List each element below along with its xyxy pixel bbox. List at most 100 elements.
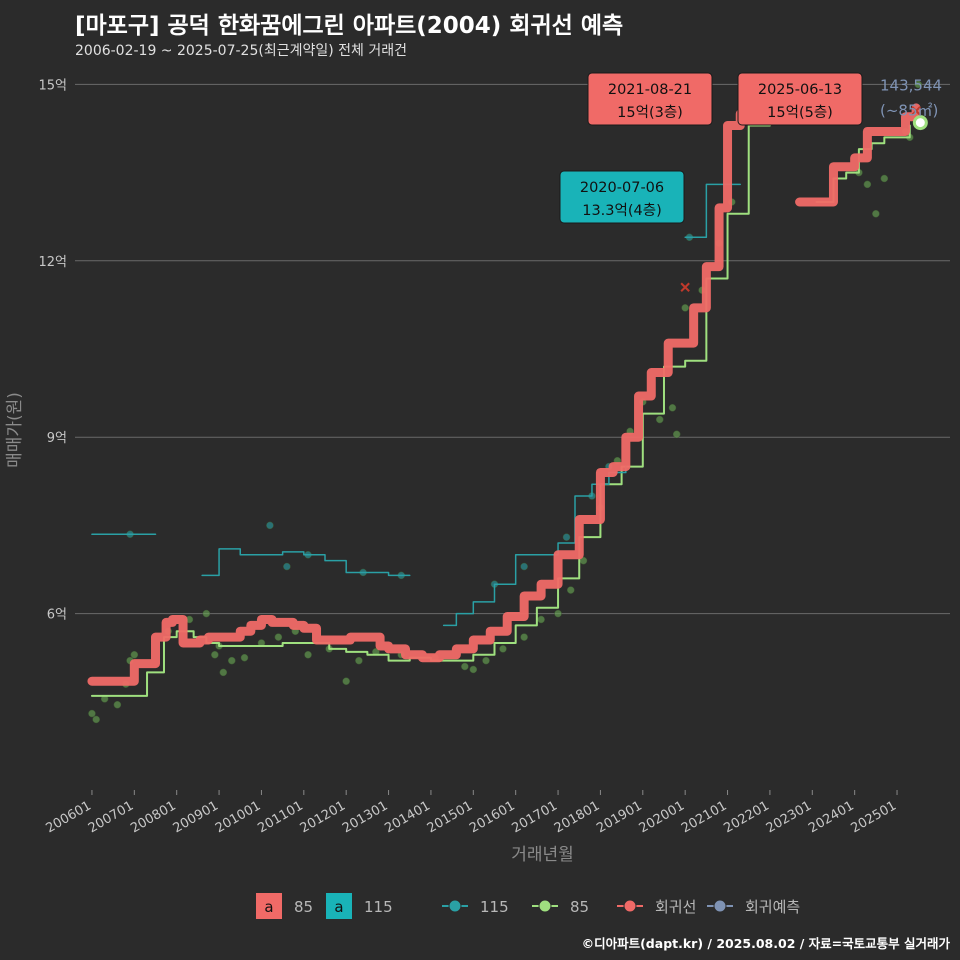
scatter-point	[266, 521, 274, 530]
scatter-point	[537, 615, 545, 624]
legend-line-dot	[448, 899, 462, 913]
prediction-area-label: (~85㎡)	[880, 101, 938, 119]
x-tick-label: 200901	[171, 798, 221, 836]
x-tick-label: 202001	[637, 798, 687, 836]
scatter-point	[672, 430, 681, 439]
x-tick-label: 202101	[679, 798, 729, 836]
prediction-value-label: 143,544	[880, 76, 942, 94]
annotation-box	[737, 72, 863, 126]
scatter-point	[283, 562, 291, 571]
annotation-price: 15억(5층)	[767, 104, 833, 121]
legend-line-dot	[713, 899, 727, 913]
highlight-marks: 143,544 (~85㎡)	[680, 76, 942, 292]
scatter-point	[342, 677, 350, 685]
scatter-point	[219, 668, 228, 677]
chart-title: [마포구] 공덕 한화꿈에그린 아파트(2004) 회귀선 예측	[75, 13, 624, 39]
annotation-date: 2025-06-13	[758, 82, 842, 98]
regression-line	[795, 103, 921, 207]
legend-fill-key	[256, 893, 282, 919]
scatter-point	[499, 645, 507, 653]
scatter-point	[562, 533, 571, 541]
x-tick-label: 200701	[86, 798, 136, 836]
legend-fill-label: 85	[294, 898, 313, 916]
legend-key-letter: a	[334, 898, 343, 916]
legend-fill-key	[326, 893, 352, 919]
y-axis-ticks: 6억 9억 12억 15억	[38, 78, 67, 622]
highlight-x-mark	[911, 106, 921, 116]
legend-fill-label: 115	[364, 898, 393, 916]
chart-subtitle: 2006-02-19 ~ 2025-07-25(최근계약일) 전체 거래건	[75, 43, 407, 59]
x-tick-label: 202401	[806, 798, 856, 836]
x-tick-label: 201001	[213, 798, 263, 836]
annotation-price: 15억(3층)	[617, 104, 683, 121]
prediction-point	[912, 115, 928, 131]
x-tick-label: 201401	[382, 798, 432, 836]
scatter-point	[228, 656, 236, 665]
scatter-point	[92, 715, 100, 724]
x-tick-label: 201301	[340, 798, 390, 836]
scatter-point	[113, 700, 122, 709]
y-tick-label: 12억	[38, 255, 67, 270]
legend-key-letter: a	[264, 898, 273, 916]
legend: a 85 a 115 115 85 회귀선 회귀예측	[256, 893, 800, 919]
legend-line-label: 회귀선	[655, 898, 696, 916]
scatter-point	[274, 633, 283, 641]
scatter-point	[130, 651, 139, 659]
x-tick-label: 201601	[467, 798, 517, 836]
legend-line-dot	[623, 899, 637, 913]
scatter-point	[554, 609, 562, 618]
x-tick-label: 201901	[594, 798, 644, 836]
credit-text: ©디아파트(dapt.kr) / 2025.08.02 / 자료=국토교통부 실…	[581, 936, 950, 951]
series-line-115	[442, 465, 627, 627]
legend-line-label: 115	[480, 898, 509, 916]
x-tick-label: 201801	[552, 798, 602, 836]
scatter-point	[520, 562, 528, 571]
scatter-point	[914, 80, 922, 89]
y-tick-label: 6억	[47, 608, 67, 623]
scatter-point	[681, 304, 689, 312]
x-tick-label: 202301	[764, 798, 814, 836]
x-tick-label: 202201	[721, 798, 771, 836]
x-tick-label: 200801	[128, 798, 178, 836]
series-line-115	[201, 548, 411, 577]
x-tick-label: 201201	[298, 798, 348, 836]
annotation-price: 13.3억(4층)	[582, 202, 662, 219]
y-tick-label: 15억	[38, 78, 67, 93]
y-axis-label: 매매가(원)	[5, 392, 25, 468]
legend-line-label: 회귀예측	[745, 898, 800, 916]
scatter-point	[567, 586, 575, 594]
scatter-point	[304, 651, 312, 659]
scatter-point	[520, 633, 528, 641]
x-tick-label: 201701	[510, 798, 560, 836]
x-axis-label: 거래년월	[511, 845, 574, 865]
grid-lines	[75, 83, 950, 615]
x-tick-label: 201501	[425, 798, 475, 836]
scatter-point	[461, 662, 469, 671]
annotation-box	[587, 72, 713, 126]
scatter-point	[872, 210, 880, 218]
scatter-point	[355, 656, 363, 665]
scatter-point	[668, 404, 677, 412]
scatter-point	[482, 656, 490, 665]
annotation-box	[559, 170, 685, 224]
scatter-point	[202, 609, 211, 618]
x-tick-label: 202501	[849, 798, 899, 836]
x-tick-label: 200601	[43, 798, 93, 836]
series-lines	[87, 82, 921, 697]
x-axis-ticks: 2006012007012008012009012010012011012012…	[43, 790, 899, 836]
legend-line-label: 85	[570, 898, 589, 916]
scatter-point	[211, 651, 219, 659]
scatter-point	[880, 174, 889, 183]
highlight-x-mark	[680, 282, 690, 292]
scatter-point	[240, 653, 249, 662]
y-tick-label: 9억	[47, 431, 67, 446]
scatter-point	[655, 415, 664, 424]
legend-line-dot	[538, 899, 552, 913]
annotation-date: 2021-08-21	[608, 82, 692, 98]
scatter-point	[88, 709, 96, 718]
annotations: 2021-08-21 15억(3층) 2025-06-13 15억(5층) 2020-0…	[559, 72, 863, 224]
x-tick-label: 201101	[255, 798, 305, 836]
scatter-point	[863, 180, 872, 189]
regression-line	[87, 82, 796, 686]
